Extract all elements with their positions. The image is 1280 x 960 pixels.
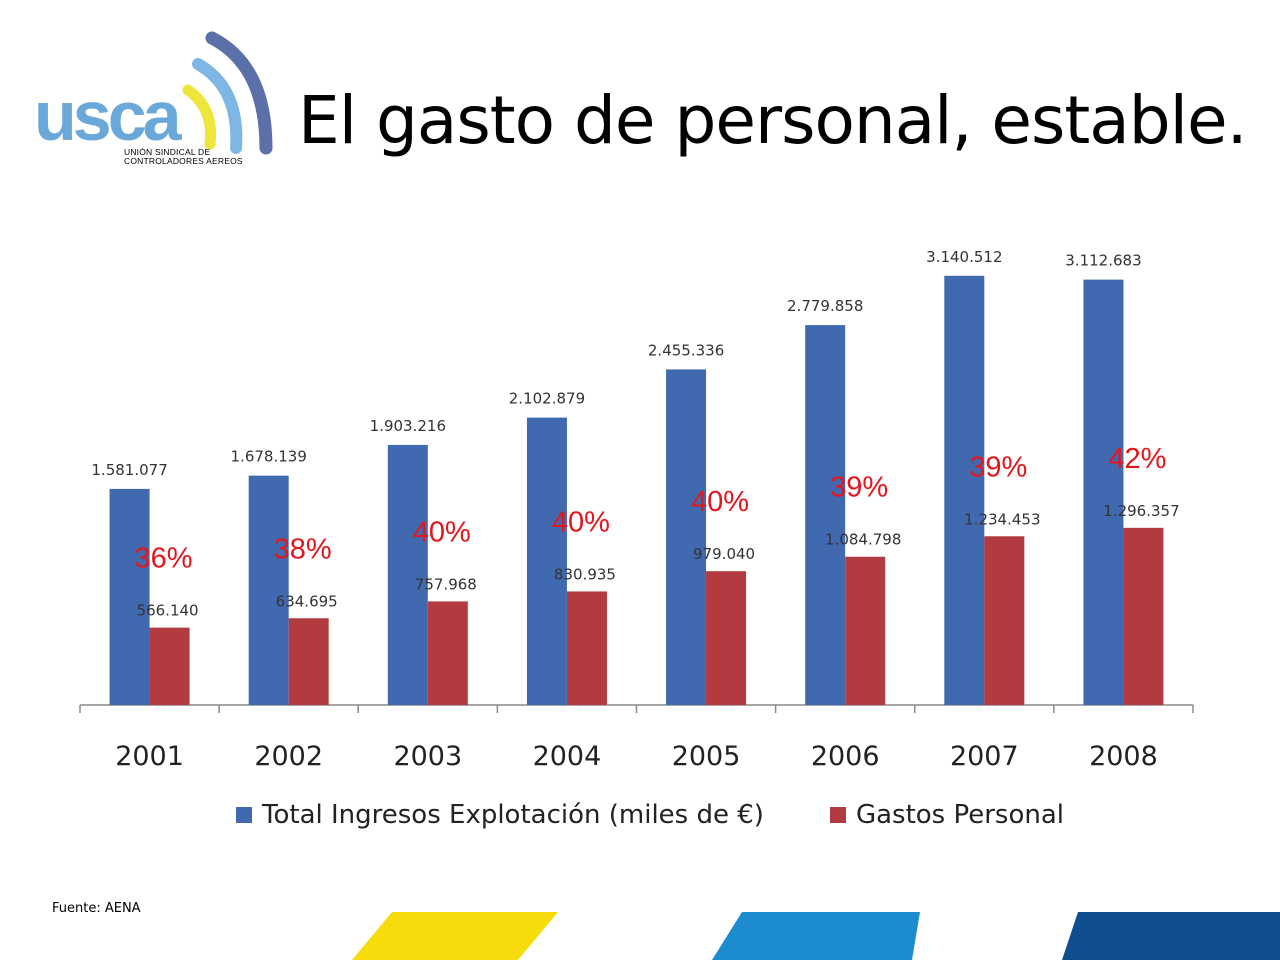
logo-wave-middle — [192, 58, 243, 154]
legend-swatch-gastos — [829, 807, 846, 823]
data-label-ingresos: 2.102.879 — [509, 390, 585, 408]
data-label-ingresos: 1.678.139 — [231, 448, 307, 466]
bar-gastos-2007 — [984, 536, 1025, 705]
data-label-ingresos: 1.903.216 — [370, 417, 446, 435]
x-tick-label: 2001 — [115, 741, 184, 772]
x-tick-label: 2008 — [1089, 741, 1158, 772]
bar-gastos-2006 — [845, 556, 886, 705]
legend-label-ingresos: Total Ingresos Explotación (miles de €) — [262, 800, 764, 830]
data-label-gastos: 1.234.453 — [964, 510, 1040, 528]
data-label-gastos: 830.935 — [554, 565, 616, 583]
data-label-gastos: 1.084.798 — [825, 531, 901, 549]
x-tick-label: 2002 — [254, 741, 323, 772]
logo-wave-inner — [182, 84, 217, 150]
bar-ingresos-2006 — [805, 325, 846, 705]
bar-ingresos-2008 — [1083, 279, 1124, 705]
bar-gastos-2001 — [149, 627, 190, 705]
data-label-gastos: 566.140 — [137, 602, 199, 620]
data-label-ingresos: 2.455.336 — [648, 341, 724, 359]
data-label-gastos: 634.695 — [276, 592, 338, 610]
logo-text: usca — [34, 77, 183, 155]
data-label-ingresos: 3.140.512 — [926, 248, 1002, 266]
bar-gastos-2008 — [1123, 527, 1164, 705]
percent-annotation: 40% — [691, 486, 749, 518]
chart-legend: Total Ingresos Explotación (miles de €) … — [236, 800, 1064, 830]
x-tick-label: 2006 — [811, 741, 880, 772]
data-label-gastos: 757.968 — [415, 575, 477, 593]
bar-chart: 1.581.077 566.140 36% 2001 1.678.139 634.695 3… — [79, 248, 1194, 772]
stripe-blue — [712, 912, 920, 960]
bar-gastos-2002 — [288, 618, 329, 705]
percent-annotation: 39% — [969, 451, 1027, 483]
bar-ingresos-2002 — [248, 475, 289, 705]
bar-gastos-2003 — [427, 601, 468, 705]
bar-ingresos-2003 — [387, 444, 428, 705]
x-tick-label: 2007 — [950, 741, 1019, 772]
logo-wave-outer — [205, 31, 273, 155]
footer-stripes — [352, 912, 1280, 960]
data-label-ingresos: 1.581.077 — [91, 461, 167, 479]
legend-item-gastos: Gastos Personal — [829, 800, 1065, 830]
slide-title: El gasto de personal, estable. — [298, 82, 1248, 159]
percent-annotation: 42% — [1108, 443, 1166, 475]
data-label-gastos: 979.040 — [693, 545, 755, 563]
logo-tagline-line2: CONTROLADORES AEREOS — [124, 156, 243, 166]
x-tick-label: 2005 — [672, 741, 741, 772]
percent-annotation: 39% — [830, 472, 888, 504]
stripe-navy — [1062, 912, 1280, 960]
percent-annotation: 38% — [274, 533, 332, 565]
bar-ingresos-2001 — [109, 488, 150, 705]
legend-item-ingresos: Total Ingresos Explotación (miles de €) — [236, 800, 764, 830]
data-label-ingresos: 3.112.683 — [1065, 252, 1141, 270]
bar-gastos-2004 — [566, 591, 607, 705]
x-tick-label: 2003 — [393, 741, 462, 772]
logo-tagline-line1: UNIÓN SINDICAL DE — [124, 147, 211, 157]
usca-logo: usca — [34, 31, 273, 155]
percent-annotation: 36% — [135, 543, 193, 575]
bar-ingresos-2007 — [944, 275, 985, 705]
bar-gastos-2005 — [706, 571, 747, 705]
x-tick-label: 2004 — [533, 741, 602, 772]
percent-annotation: 40% — [552, 506, 610, 538]
stripe-yellow — [352, 912, 558, 960]
bar-ingresos-2004 — [526, 417, 567, 705]
legend-swatch-ingresos — [236, 807, 252, 823]
percent-annotation: 40% — [413, 516, 471, 548]
legend-label-gastos: Gastos Personal — [855, 800, 1065, 830]
data-label-gastos: 1.296.357 — [1103, 502, 1179, 520]
data-label-ingresos: 2.779.858 — [787, 297, 863, 315]
bar-ingresos-2005 — [666, 369, 707, 705]
logo-tagline: UNIÓN SINDICAL DE CONTROLADORES AEREOS — [124, 148, 284, 166]
source-note: Fuente: AENA — [52, 901, 141, 916]
